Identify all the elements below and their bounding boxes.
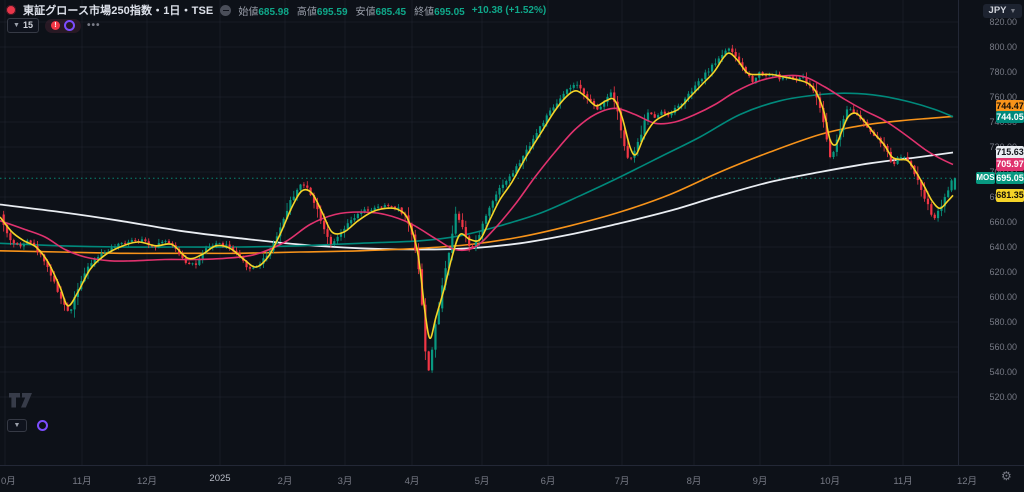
time-axis-label: 11月 — [893, 476, 913, 487]
price-axis-label: 760.00 — [989, 91, 1017, 102]
indicator-loading-icon — [63, 20, 75, 31]
time-axis-label: 11月 — [72, 476, 92, 487]
price-change: +10.38 (+1.52%) — [471, 4, 547, 16]
close-label: 終値 — [414, 6, 435, 18]
ma-slow-badge: 744.05 — [996, 110, 1024, 124]
price-axis-label: 820.00 — [989, 16, 1017, 27]
more-options-button[interactable]: ••• — [86, 20, 101, 31]
last-price-badge: 695.05 — [996, 171, 1024, 185]
time-axis-label: 8月 — [686, 476, 702, 487]
chart-legend: 東証グロース市場250指数・1日・TSE 始値685.98 高値695.59 安… — [6, 3, 547, 18]
high-label: 高値 — [296, 6, 317, 18]
time-axis-label: 10月 — [819, 476, 841, 487]
pane-controls: ▼ — [7, 419, 48, 432]
time-axis-label: 6月 — [540, 476, 556, 487]
time-axis[interactable]: 0月 11月 12月 2025 2月 3月 4月 5月 6月 7月 8月 9月 10月 11月 12月 — [0, 465, 1024, 492]
price-axis-label: 600.00 — [989, 291, 1017, 302]
ma-fast-badge: 681.35 — [996, 189, 1024, 202]
timezone-settings-gear-icon[interactable]: ⚙ — [1001, 469, 1012, 483]
time-axis-label: 4月 — [404, 476, 420, 487]
interval-selector[interactable]: ▼ 15 — [7, 18, 39, 33]
ohlc-values: 始値685.98 高値695.59 安値685.45 終値695.05 — [238, 3, 464, 18]
symbol-title[interactable]: 東証グロース市場250指数・1日・TSE — [23, 5, 214, 17]
price-axis[interactable]: 820.00800.00780.00760.00740.00720.00700.… — [958, 0, 1024, 465]
chevron-down-icon: ▼ — [13, 422, 21, 429]
open-value: 685.98 — [258, 6, 289, 18]
time-axis-label: 12月 — [136, 476, 158, 487]
interval-value: 15 — [22, 20, 33, 30]
price-axis-label: 520.00 — [989, 391, 1017, 402]
time-axis-label: 9月 — [752, 476, 768, 487]
ma-longest-badge: 715.63 — [996, 146, 1024, 159]
indicator-row: ▼ 15 ! ••• — [7, 18, 100, 33]
price-axis-label: 800.00 — [989, 41, 1017, 52]
pane-loading-icon — [37, 420, 48, 431]
price-axis-label: 700.00 — [961, 167, 1017, 177]
low-label: 安値 — [355, 6, 376, 18]
collapse-legend-icon[interactable] — [220, 4, 232, 16]
currency-label: JPY — [988, 5, 1007, 17]
price-axis-label: 780.00 — [989, 66, 1017, 77]
ma-mid-badge: 705.97 — [996, 158, 1024, 171]
time-axis-label: 5月 — [474, 476, 490, 487]
price-axis-label: 580.00 — [989, 316, 1017, 327]
tradingview-logo[interactable] — [8, 392, 34, 413]
time-axis-label: 2月 — [277, 476, 293, 487]
high-value: 695.59 — [316, 6, 348, 18]
time-axis-label: 7月 — [614, 476, 630, 487]
pane-collapse-button[interactable]: ▼ — [7, 419, 27, 432]
time-axis-label: 2025 — [209, 473, 231, 484]
indicator-error-icon[interactable]: ! — [50, 21, 60, 30]
symbol-icon — [6, 5, 16, 15]
chevron-down-icon: ▼ — [13, 22, 20, 29]
currency-button[interactable]: JPY ▼ — [983, 4, 1022, 18]
low-value: 685.45 — [375, 6, 407, 18]
ma-slower-badge: 744.47 — [996, 99, 1024, 113]
price-axis-label: 660.00 — [989, 216, 1017, 227]
time-axis-label: 3月 — [337, 476, 353, 487]
time-axis-label: 0月 — [1, 476, 16, 487]
price-axis-label: 620.00 — [989, 266, 1017, 277]
close-value: 695.05 — [434, 6, 465, 18]
price-axis-label: 640.00 — [989, 241, 1017, 252]
price-axis-label: 540.00 — [989, 366, 1017, 377]
open-label: 始値 — [238, 6, 259, 18]
indicator-status-pill: ! — [44, 18, 81, 33]
last-price-badge-prefix: MOS — [976, 171, 995, 185]
caret-down-icon: ▼ — [1009, 7, 1017, 15]
time-axis-label: 12月 — [956, 476, 978, 487]
price-axis-label: 560.00 — [989, 341, 1017, 352]
